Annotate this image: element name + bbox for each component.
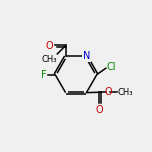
Text: CH₃: CH₃ bbox=[41, 55, 57, 64]
Text: CH₃: CH₃ bbox=[118, 88, 133, 97]
Text: N: N bbox=[83, 51, 90, 61]
Text: Cl: Cl bbox=[107, 62, 116, 72]
Text: O: O bbox=[46, 41, 54, 51]
Text: O: O bbox=[96, 105, 104, 115]
Text: F: F bbox=[41, 69, 47, 79]
Text: O: O bbox=[104, 87, 112, 97]
